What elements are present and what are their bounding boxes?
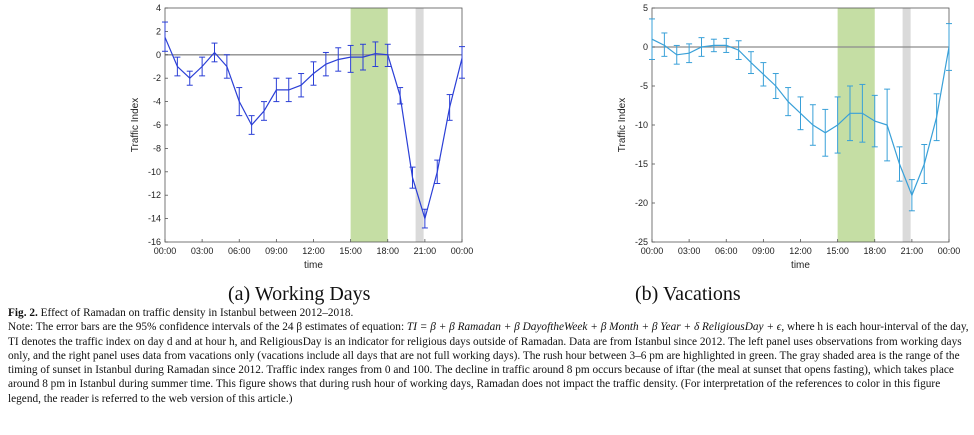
left-xtick-label: 15:00 [339,246,362,256]
left-rush-hour-band [350,8,388,242]
left-sunset-band [415,8,424,242]
left-xtick-label: 12:00 [302,246,325,256]
left-series-line [164,37,463,221]
right-ylabel: Traffic Index [617,98,628,152]
left-xtick-label: 00:00 [154,246,177,256]
left-ytick-label: -10 [148,167,161,177]
right-ytick-label: -10 [635,120,648,130]
right-ytick-label: 5 [643,3,648,13]
right-xtick-label: 09:00 [752,246,775,256]
left-xtick-label: 21:00 [414,246,437,256]
figure-caption: Fig. 2. Effect of Ramadan on traffic den… [8,306,970,406]
right-xtick-label: 00:00 [641,246,664,256]
left-ytick-label: 0 [156,50,161,60]
subcaption-vacations: (b) Vacations [635,283,741,305]
left-ytick-label: -6 [153,120,161,130]
left-xlabel: time [304,260,323,271]
right-series-line [651,38,950,197]
right-xlabel: time [791,260,810,271]
right-xtick-label: 06:00 [715,246,738,256]
right-ytick-label: -20 [635,198,648,208]
figure-label: Fig. 2. [8,307,38,319]
caption-body: where h is each hour-interval of the day… [8,321,969,405]
right-xtick-label: 12:00 [789,246,812,256]
figure-title: Effect of Ramadan on traffic density in … [40,307,354,319]
right-xtick-label: 18:00 [863,246,886,256]
left-ytick-label: -12 [148,190,161,200]
right-ytick-label: -15 [635,159,648,169]
left-ytick-label: -16 [148,237,161,247]
subcaption-working-days: (a) Working Days [228,283,371,305]
right-xtick-label: 21:00 [901,246,924,256]
left-xtick-label: 03:00 [191,246,214,256]
right-xtick-label: 03:00 [678,246,701,256]
left-ytick-label: -14 [148,214,161,224]
caption-note-start: Note: The error bars are the 95% confide… [8,321,303,334]
left-ytick-label: 2 [156,26,161,36]
left-ytick-label: -8 [153,143,161,153]
left-xtick-label: 18:00 [376,246,399,256]
left-xtick-label: 09:00 [265,246,288,256]
left-xtick-label: 00:00 [451,246,474,256]
left-ytick-label: 4 [156,3,161,13]
right-rush-hour-band [837,8,875,242]
right-xtick-label: 15:00 [826,246,849,256]
right-ytick-label: -5 [640,81,648,91]
left-ytick-label: -2 [153,73,161,83]
left-ytick-label: -4 [153,97,161,107]
right-ytick-label: -25 [635,237,648,247]
left-xtick-label: 06:00 [228,246,251,256]
right-sunset-band [902,8,911,242]
left-ylabel: Traffic Index [130,98,141,152]
caption-note-start-tail: estimates of equation: [302,321,407,334]
right-xtick-label: 00:00 [938,246,961,256]
caption-equation: TI = β + β Ramadan + β DayoftheWeek + β … [406,321,785,334]
right-ytick-label: 0 [643,42,648,52]
